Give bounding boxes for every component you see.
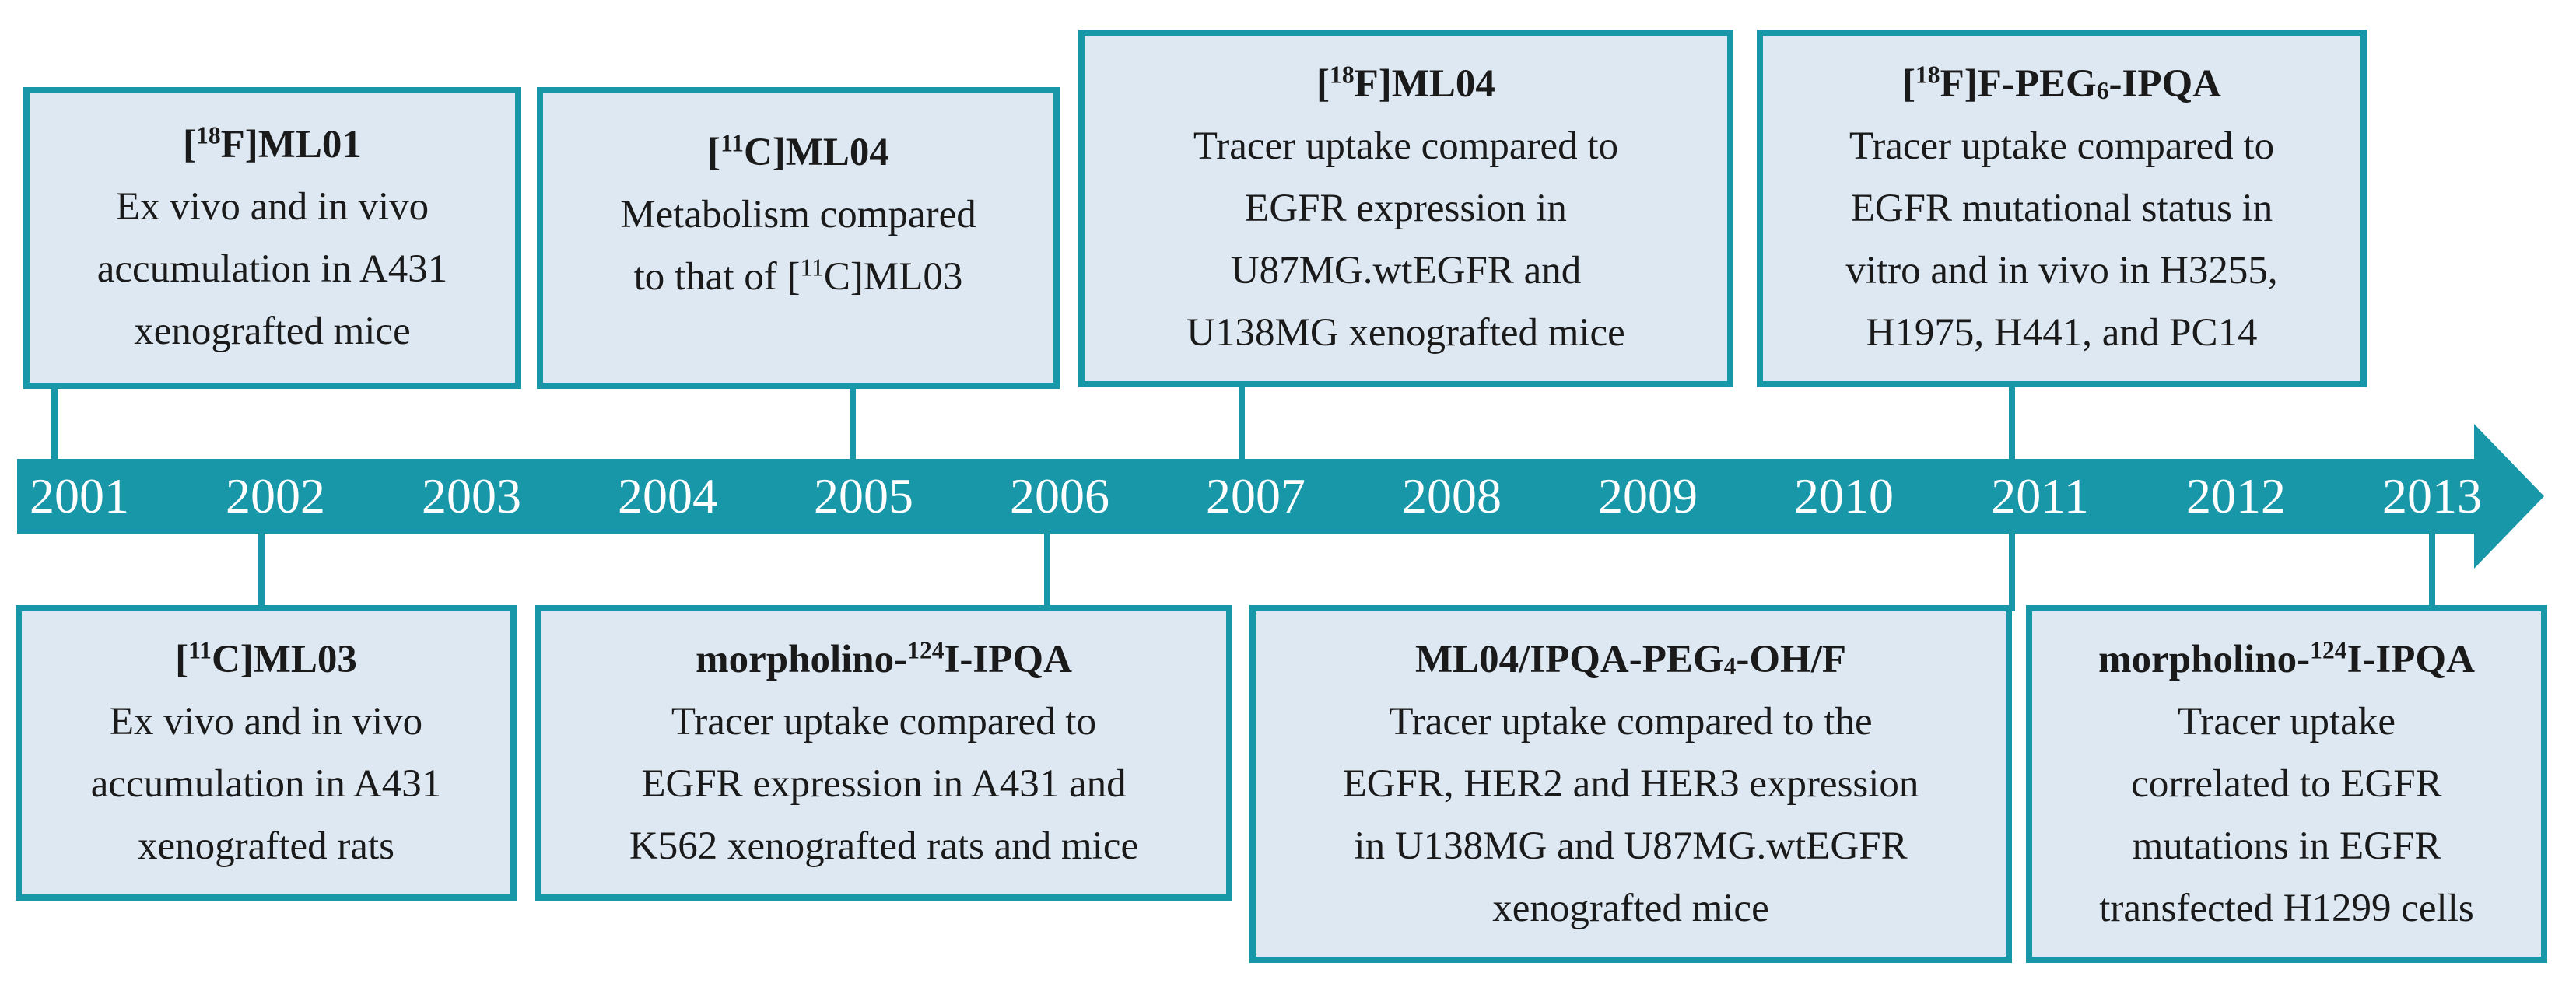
event-line: Ex vivo and in vivo: [115, 185, 429, 229]
event-line: H1975, H441, and PC14: [1866, 311, 2258, 355]
event-line: EGFR expression in: [1245, 187, 1567, 230]
year-label: 2002: [226, 468, 325, 523]
event-line: to that of [11C]ML03: [633, 254, 963, 299]
event-line: Tracer uptake compared to the: [1389, 700, 1873, 744]
year-label: 2001: [30, 468, 129, 523]
event-line: xenografted mice: [134, 310, 411, 353]
event-box-ml04-f18: [18F]ML04 Tracer uptake compared to EGFR…: [1078, 30, 1733, 387]
event-title: [11C]ML04: [707, 129, 889, 174]
event-box-ml04-peg4: ML04/IPQA-PEG4-OH/F Tracer uptake compar…: [1249, 605, 2012, 963]
connector-2006: [1044, 534, 1050, 611]
year-label: 2004: [618, 468, 717, 523]
event-line: xenografted rats: [138, 824, 394, 868]
event-line: Tracer uptake compared to: [671, 700, 1097, 744]
event-title: [18F]ML01: [183, 121, 362, 166]
event-line: EGFR, HER2 and HER3 expression: [1342, 762, 1919, 806]
year-label: 2011: [1991, 468, 2089, 523]
event-box-ml01: [18F]ML01 Ex vivo and in vivo accumulati…: [23, 87, 521, 389]
event-line: EGFR expression in A431 and: [641, 762, 1127, 806]
connector-2011-top: [2009, 386, 2015, 464]
event-line: Tracer uptake: [2178, 700, 2396, 744]
event-line: Ex vivo and in vivo: [109, 700, 423, 744]
year-label: 2005: [814, 468, 913, 523]
event-line: Tracer uptake compared to: [1193, 124, 1619, 168]
event-title: morpholino-124I-IPQA: [2098, 636, 2475, 681]
year-label: 2007: [1206, 468, 1306, 523]
event-box-ml04-c11: [11C]ML04 Metabolism compared to that of…: [537, 87, 1060, 389]
event-line: accumulation in A431: [90, 762, 442, 806]
event-box-peg6: [18F]F-PEG6-IPQA Tracer uptake compared …: [1757, 30, 2367, 387]
event-box-morpholino-2013: morpholino-124I-IPQA Tracer uptake corre…: [2026, 605, 2547, 963]
event-title: [11C]ML03: [175, 636, 357, 681]
event-line: mutations in EGFR: [2132, 824, 2441, 868]
year-label: 2012: [2186, 468, 2286, 523]
event-title: [18F]ML04: [1316, 61, 1495, 106]
connector-2013: [2429, 534, 2435, 611]
event-line: U138MG xenografted mice: [1186, 311, 1625, 355]
event-box-morpholino-2006: morpholino-124I-IPQA Tracer uptake compa…: [535, 605, 1232, 901]
event-line: Metabolism compared: [620, 193, 976, 236]
event-line: EGFR mutational status in: [1850, 187, 2273, 230]
year-label: 2003: [422, 468, 521, 523]
event-line: vitro and in vivo in H3255,: [1845, 249, 2278, 292]
year-label: 2010: [1794, 468, 1894, 523]
event-line: xenografted mice: [1492, 887, 1769, 930]
year-label: 2006: [1010, 468, 1109, 523]
event-line: accumulation in A431: [96, 247, 448, 291]
event-line: Tracer uptake compared to: [1849, 124, 2275, 168]
connector-2001: [51, 386, 58, 464]
connector-2002: [258, 534, 265, 611]
timeline-arrow-shape: [17, 424, 2544, 569]
year-label: 2008: [1402, 468, 1502, 523]
year-label: 2009: [1598, 468, 1698, 523]
event-line: transfected H1299 cells: [2099, 887, 2474, 930]
connector-2007: [1239, 386, 1245, 464]
event-line: correlated to EGFR: [2131, 762, 2442, 806]
event-line: U87MG.wtEGFR and: [1230, 249, 1582, 292]
event-title: ML04/IPQA-PEG4-OH/F: [1414, 638, 1847, 681]
event-title: morpholino-124I-IPQA: [696, 636, 1072, 681]
connector-2011-bottom: [2009, 534, 2015, 611]
event-title: [18F]F-PEG6-IPQA: [1901, 61, 2221, 106]
connector-2005: [850, 386, 856, 464]
event-line: in U138MG and U87MG.wtEGFR: [1354, 824, 1908, 868]
year-label: 2013: [2382, 468, 2482, 523]
event-box-ml03: [11C]ML03 Ex vivo and in vivo accumulati…: [16, 605, 517, 901]
event-line: K562 xenografted rats and mice: [629, 824, 1139, 868]
